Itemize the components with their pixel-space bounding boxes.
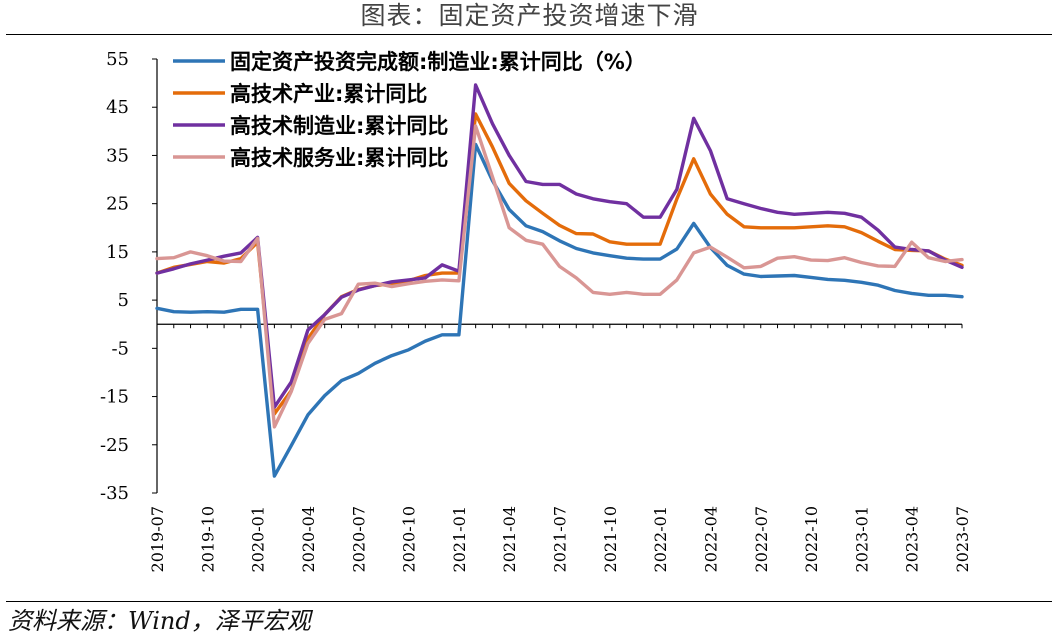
legend-label-3: 高技术制造业:累计同比 — [230, 114, 448, 138]
x-tick-label: 2023-07 — [953, 506, 972, 572]
y-tick-label: 15 — [106, 242, 129, 263]
line-chart: 55 45 35 25 15 5 -5 -15 -25 -35 2019-07 2019-10 2020… — [100, 49, 972, 572]
chart-title: 图表：固定资产投资增速下滑 — [360, 1, 699, 30]
y-tick-label: 25 — [106, 194, 129, 215]
y-tick-label: 55 — [106, 49, 129, 70]
y-tick-label: 5 — [118, 290, 129, 311]
x-tick-label: 2021-07 — [551, 506, 570, 572]
x-tick-label: 2022-01 — [651, 506, 670, 572]
x-tick-label: 2023-01 — [852, 506, 871, 572]
x-tick-label: 2022-04 — [701, 506, 720, 572]
legend-label-4: 高技术服务业:累计同比 — [230, 146, 448, 170]
x-tick-label: 2020-01 — [249, 506, 268, 572]
axes: 55 45 35 25 15 5 -5 -15 -25 -35 2019-07 2019-10 2020… — [100, 49, 972, 572]
source-note: 资料来源：Wind，泽平宏观 — [8, 607, 311, 635]
y-tick-label: 45 — [106, 97, 129, 118]
series-line-4 — [155, 124, 964, 429]
series-lines — [155, 83, 964, 478]
x-tick-label: 2022-07 — [752, 506, 771, 572]
x-tick-label: 2020-10 — [400, 506, 419, 572]
x-tick-label: 2020-07 — [349, 506, 368, 572]
y-tick-label: -25 — [100, 435, 129, 456]
top-rule — [6, 34, 1052, 35]
legend-label-1: 固定资产投资完成额:制造业:累计同比（%） — [230, 50, 646, 74]
x-tick-label: 2023-04 — [903, 506, 922, 572]
y-tick-label: -15 — [100, 387, 129, 408]
x-tick-label: 2021-01 — [450, 506, 469, 572]
legend: 固定资产投资完成额:制造业:累计同比（%） 高技术产业:累计同比高技术制造业:累计… — [173, 50, 646, 170]
bottom-rule — [6, 601, 1052, 602]
y-tick-label: -35 — [100, 483, 129, 504]
x-tick-label: 2021-10 — [601, 506, 620, 572]
y-tick-label: 35 — [106, 145, 129, 166]
x-tick-label: 2021-04 — [500, 506, 519, 572]
series-line-3 — [155, 83, 964, 409]
x-tick-label: 2019-07 — [148, 506, 167, 572]
series-line-1 — [155, 142, 964, 478]
x-tick-label: 2022-10 — [802, 506, 821, 572]
x-tick-label: 2020-04 — [299, 506, 318, 572]
x-tick-label: 2019-10 — [198, 506, 217, 572]
y-tick-label: -5 — [111, 338, 129, 359]
legend-label-2: 高技术产业:累计同比 — [230, 82, 427, 106]
